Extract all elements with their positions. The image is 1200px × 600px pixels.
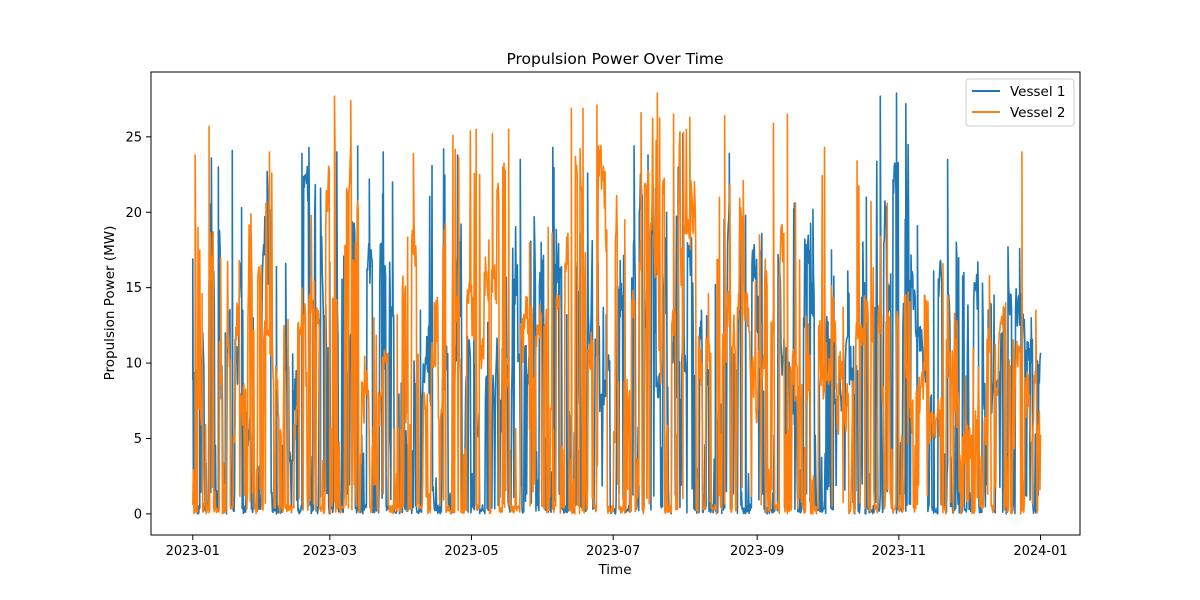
series-line-vessel-2 [192,92,1042,515]
y-tick-label: 20 [125,206,142,221]
x-tick-label: 2023-09 [730,544,784,559]
y-tick-label: 0 [134,507,142,522]
x-tick-label: 2023-07 [586,544,640,559]
legend-label-vessel-2: Vessel 2 [1010,105,1066,121]
y-tick-label: 5 [134,432,142,447]
y-axis-label: Propulsion Power (MW) [102,226,118,381]
plot-frame [150,71,1081,536]
series-layer [192,92,1042,515]
legend-label-vessel-1: Vessel 1 [1010,84,1066,100]
y-tick-label: 15 [125,281,142,296]
x-axis: 2023-01 2023-03 2023-05 2023-07 2023-09 2023-… [166,535,1068,559]
y-axis: 0 5 10 15 20 25 [125,130,151,522]
chart-title: Propulsion Power Over Time [506,50,723,68]
x-axis-label: Time [597,562,631,578]
x-tick-label: 2023-05 [444,544,498,559]
y-tick-label: 25 [125,130,142,145]
y-tick-label: 10 [125,357,142,372]
x-tick-label: 2023-11 [872,544,926,559]
x-tick-label: 2023-01 [166,544,220,559]
x-tick-label: 2023-03 [303,544,357,559]
x-tick-label: 2024-01 [1013,544,1067,559]
legend: Vessel 1 Vessel 2 [965,78,1075,127]
